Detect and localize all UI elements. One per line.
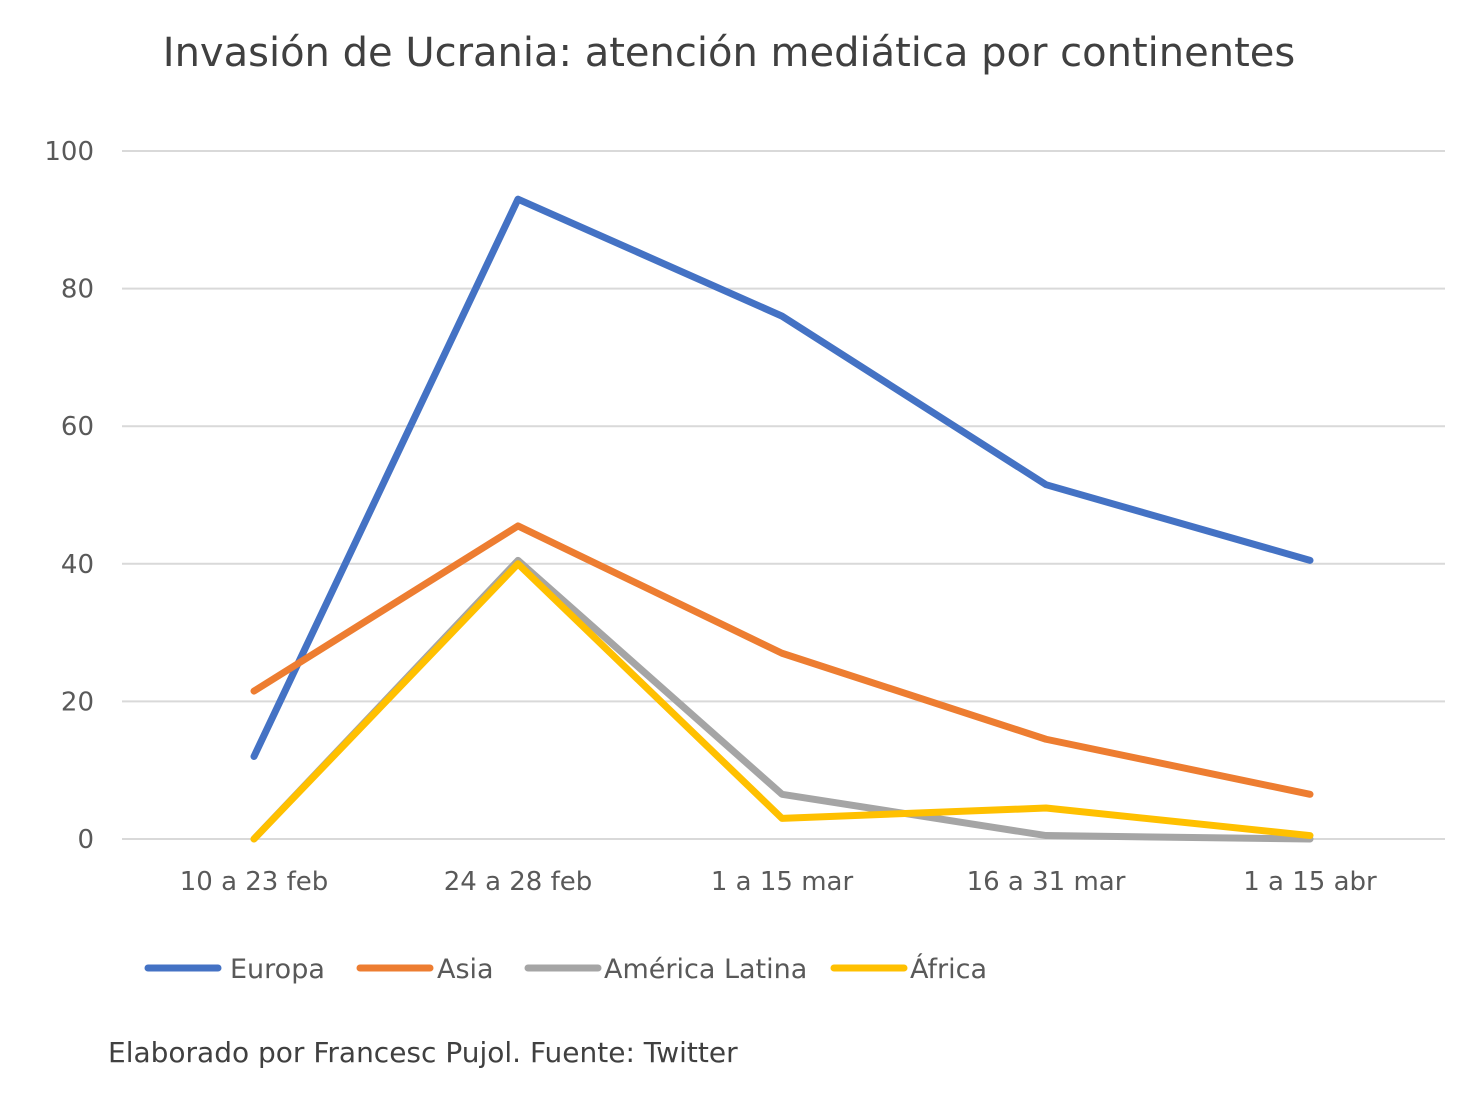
x-tick-label: 24 a 28 feb xyxy=(444,867,593,897)
legend-item: África xyxy=(830,953,987,985)
chart-title: Invasión de Ucrania: atención mediática … xyxy=(163,30,1295,76)
y-tick-label: 0 xyxy=(77,825,94,855)
series-2 xyxy=(250,556,1314,843)
series-1 xyxy=(250,522,1314,798)
series-0 xyxy=(250,195,1314,760)
series-line xyxy=(250,522,1314,798)
footnote: Elaborado por Francesc Pujol. Fuente: Tw… xyxy=(108,1036,738,1069)
series-3 xyxy=(250,560,1314,843)
y-tick-label: 60 xyxy=(61,412,94,442)
y-axis-ticks: 0 20 40 60 80 100 xyxy=(44,137,94,855)
legend-label: América Latina xyxy=(604,954,807,985)
x-axis-ticks: 10 a 23 feb 24 a 28 feb 1 a 15 mar 16 a 31 … xyxy=(180,867,1377,897)
gridlines xyxy=(122,150,1445,840)
y-tick-label: 40 xyxy=(61,550,94,580)
y-tick-label: 20 xyxy=(61,687,94,717)
x-tick-label: 16 a 31 mar xyxy=(967,867,1126,897)
x-tick-label: 10 a 23 feb xyxy=(180,867,329,897)
y-tick-label: 80 xyxy=(61,275,94,305)
legend-label: África xyxy=(910,953,987,985)
x-tick-label: 1 a 15 mar xyxy=(711,867,854,897)
series-line xyxy=(250,556,1314,843)
x-tick-label: 1 a 15 abr xyxy=(1243,867,1377,897)
series-lines xyxy=(250,195,1314,843)
legend: Europa Asia América Latina África xyxy=(144,953,987,985)
legend-item: Asia xyxy=(356,954,494,985)
legend-item: América Latina xyxy=(524,954,807,985)
legend-label: Asia xyxy=(437,954,494,985)
y-tick-label: 100 xyxy=(44,137,94,167)
legend-item: Europa xyxy=(144,954,325,985)
legend-label: Europa xyxy=(230,954,325,985)
